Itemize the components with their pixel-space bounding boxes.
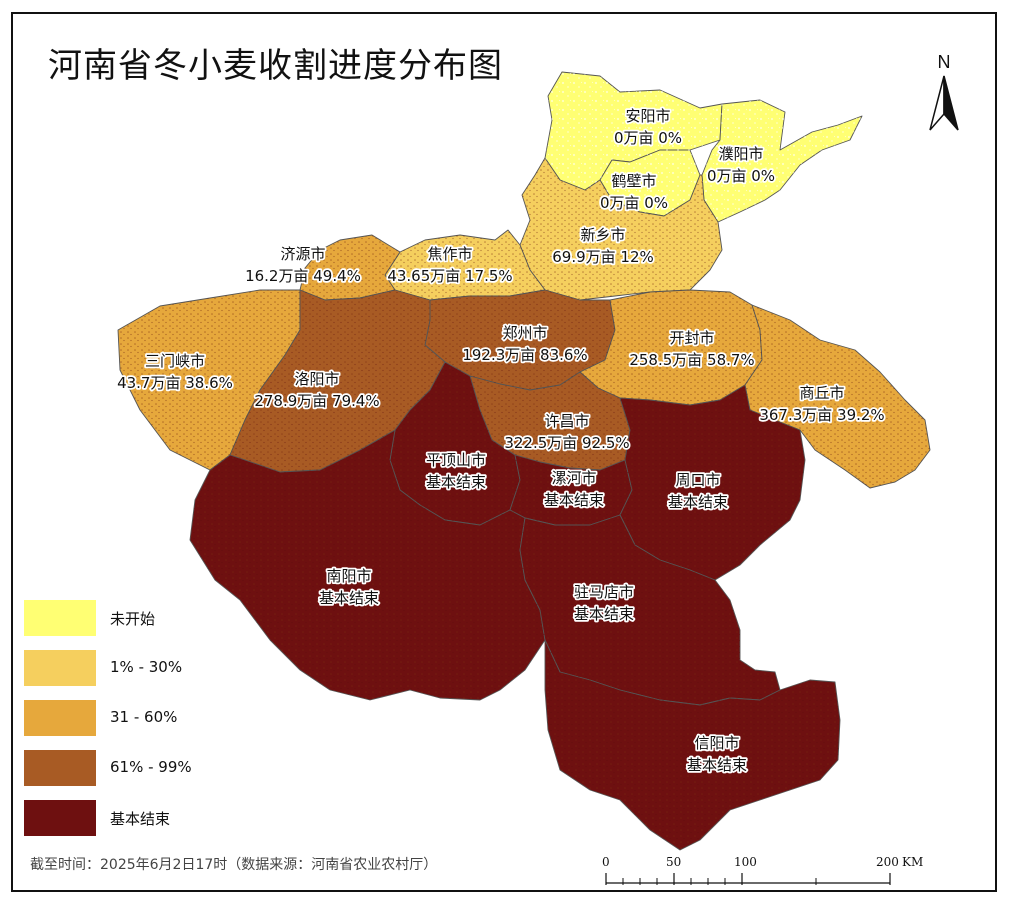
legend-label: 1% - 30%	[110, 658, 183, 676]
legend-swatch	[24, 600, 96, 636]
city-name-shangqiu: 商丘市	[799, 384, 844, 402]
city-name-xinyang: 信阳市	[694, 734, 739, 752]
city-stat-zhumadian: 基本结束	[574, 605, 634, 623]
legend-label: 基本结束	[110, 810, 171, 828]
city-name-sanmenxia: 三门峡市	[145, 352, 205, 370]
region-texture	[190, 430, 545, 700]
legend-label: 31 - 60%	[110, 708, 178, 726]
region-texture	[545, 640, 840, 850]
region-texture	[390, 362, 520, 525]
city-stat-xinyang: 基本结束	[687, 756, 747, 774]
region-texture	[425, 290, 615, 390]
north-label: N	[938, 52, 951, 72]
region-texture	[385, 230, 545, 300]
city-name-zhumadian: 驻马店市	[574, 583, 634, 601]
city-stat-pingdingshan: 基本结束	[426, 473, 486, 491]
city-name-jiyuan: 济源市	[280, 245, 325, 263]
city-stat-nanyang: 基本结束	[319, 589, 379, 607]
city-name-anyang: 安阳市	[625, 107, 670, 125]
city-name-xinxiang: 新乡市	[580, 226, 625, 244]
legend-label: 未开始	[110, 610, 156, 628]
map-title: 河南省冬小麦收割进度分布图	[48, 46, 503, 86]
region-texture	[300, 235, 400, 300]
region-texture	[600, 150, 700, 216]
region-texture	[510, 455, 632, 525]
city-stat-zhoukou: 基本结束	[668, 493, 728, 511]
city-stat-jiaozuo: 43.65万亩 17.5%	[387, 267, 512, 285]
legend-swatch	[24, 700, 96, 736]
scale-tick-label: 0	[602, 855, 610, 869]
legend-item-31-60: 31 - 60%	[24, 700, 244, 736]
city-stat-xuchang: 322.5万亩 92.5%	[504, 434, 629, 452]
data-source-footnote: 截至时间：2025年6月2日17时（数据来源：河南省农业农村厅）	[30, 857, 438, 873]
city-name-zhoukou: 周口市	[675, 471, 720, 489]
scale-tick-label: 200	[876, 855, 899, 869]
legend-item-finished: 基本结束	[24, 800, 244, 836]
city-stat-luoyang: 278.9万亩 79.4%	[254, 392, 379, 410]
city-stat-hebi: 0万亩 0%	[600, 194, 668, 212]
legend-swatch	[24, 650, 96, 686]
city-name-luohe: 漯河市	[551, 469, 596, 487]
city-stat-jiyuan: 16.2万亩 49.4%	[245, 267, 361, 285]
city-name-luoyang: 洛阳市	[294, 370, 339, 388]
city-stat-puyang: 0万亩 0%	[707, 167, 775, 185]
city-name-puyang: 濮阳市	[718, 145, 763, 163]
city-name-nanyang: 南阳市	[326, 567, 371, 585]
region-texture	[520, 515, 780, 705]
region-texture	[520, 158, 722, 300]
north-arrow-icon: N	[929, 52, 959, 131]
city-stat-anyang: 0万亩 0%	[614, 129, 682, 147]
city-name-pingdingshan: 平顶山市	[426, 451, 486, 469]
scale-tick-label: 50	[666, 855, 682, 869]
city-stat-xinxiang: 69.9万亩 12%	[552, 248, 654, 266]
legend-item-61-99: 61% - 99%	[24, 750, 244, 786]
scale-bar-ruler	[605, 873, 891, 885]
region-texture	[580, 290, 762, 405]
legend-label: 61% - 99%	[110, 758, 192, 776]
city-stat-kaifeng: 258.5万亩 58.7%	[629, 351, 754, 369]
scale-tick-label: 100	[734, 855, 757, 869]
region-texture	[745, 305, 930, 488]
city-stat-luohe: 基本结束	[544, 491, 604, 509]
city-name-zhengzhou: 郑州市	[502, 324, 547, 342]
city-stat-shangqiu: 367.3万亩 39.2%	[759, 406, 884, 424]
legend-swatch	[24, 750, 96, 786]
city-name-hebi: 鹤壁市	[611, 172, 656, 190]
region-texture	[230, 290, 445, 472]
scale-unit-label: KM	[902, 855, 924, 869]
city-name-jiaozuo: 焦作市	[427, 245, 472, 263]
region-texture	[470, 372, 630, 470]
city-stat-sanmenxia: 43.7万亩 38.6%	[117, 374, 233, 392]
city-name-kaifeng: 开封市	[669, 329, 714, 347]
region-texture	[118, 290, 300, 470]
region-texture	[620, 385, 805, 580]
region-texture	[545, 72, 722, 190]
region-texture	[702, 100, 862, 222]
scale-bar: 0 50 100 200 KM	[600, 855, 930, 891]
city-name-xuchang: 许昌市	[544, 412, 589, 430]
city-stat-zhengzhou: 192.3万亩 83.6%	[462, 346, 587, 364]
legend-item-1-30: 1% - 30%	[24, 650, 244, 686]
legend-item-not-started: 未开始	[24, 600, 244, 636]
legend-swatch	[24, 800, 96, 836]
